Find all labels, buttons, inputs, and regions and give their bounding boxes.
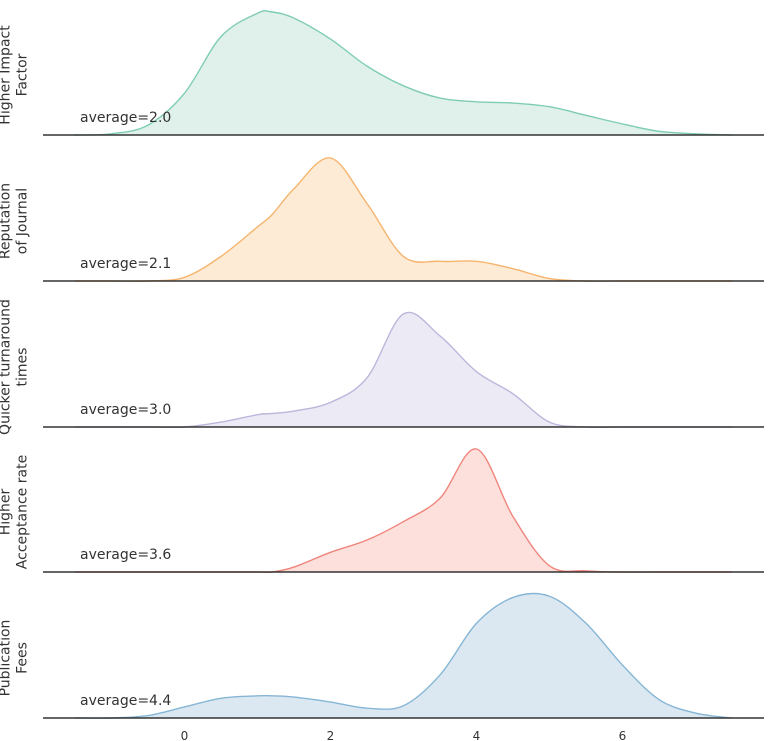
x-tick-label: 4 [473, 729, 481, 741]
row-label-line: Reputation [0, 183, 14, 259]
row-label-line: Higher Impact [0, 25, 14, 125]
density-line [74, 10, 733, 136]
row-label-line: Publication [0, 620, 14, 697]
row-label-line: Factor [15, 53, 31, 96]
average-label: average=4.4 [80, 693, 171, 709]
row-label: Higher ImpactFactor [0, 25, 31, 125]
density-area [75, 448, 732, 573]
x-tick-label: 6 [619, 729, 627, 741]
ridge-1: average=2.0 Higher ImpactFactor [0, 10, 764, 136]
density-area [75, 312, 732, 428]
row-label: HigherAcceptance rate [0, 455, 31, 569]
ridge-3: average=3.0 Quicker turnaroundtimes [0, 299, 764, 435]
density-area [75, 10, 732, 136]
average-label: average=3.6 [80, 547, 171, 563]
row-label-line: Higher [0, 488, 14, 535]
row-label-line: times [15, 348, 31, 387]
row-label-line: Quicker turnaround [0, 299, 14, 435]
ridge-2: average=2.1 Reputationof Journal [0, 157, 764, 282]
row-label-line: Acceptance rate [15, 455, 31, 569]
x-tick-label: 2 [327, 729, 335, 741]
density-line [74, 592, 733, 719]
density-area [75, 593, 732, 719]
average-label: average=2.0 [80, 110, 171, 126]
row-label: PublicationFees [0, 620, 31, 697]
density-area [75, 157, 732, 282]
row-label-line: Fees [15, 642, 31, 674]
row-label: Quicker turnaroundtimes [0, 299, 31, 435]
average-label: average=2.1 [80, 256, 171, 272]
x-tick-label: 0 [181, 729, 189, 741]
row-label-line: of Journal [15, 188, 31, 254]
ridge-4: average=3.6 HigherAcceptance rate [0, 448, 764, 574]
row-label: Reputationof Journal [0, 183, 31, 259]
ridge-5: average=4.4 PublicationFees [0, 592, 764, 719]
x-axis: 0 2 4 6 [181, 729, 627, 741]
average-label: average=3.0 [80, 402, 171, 418]
